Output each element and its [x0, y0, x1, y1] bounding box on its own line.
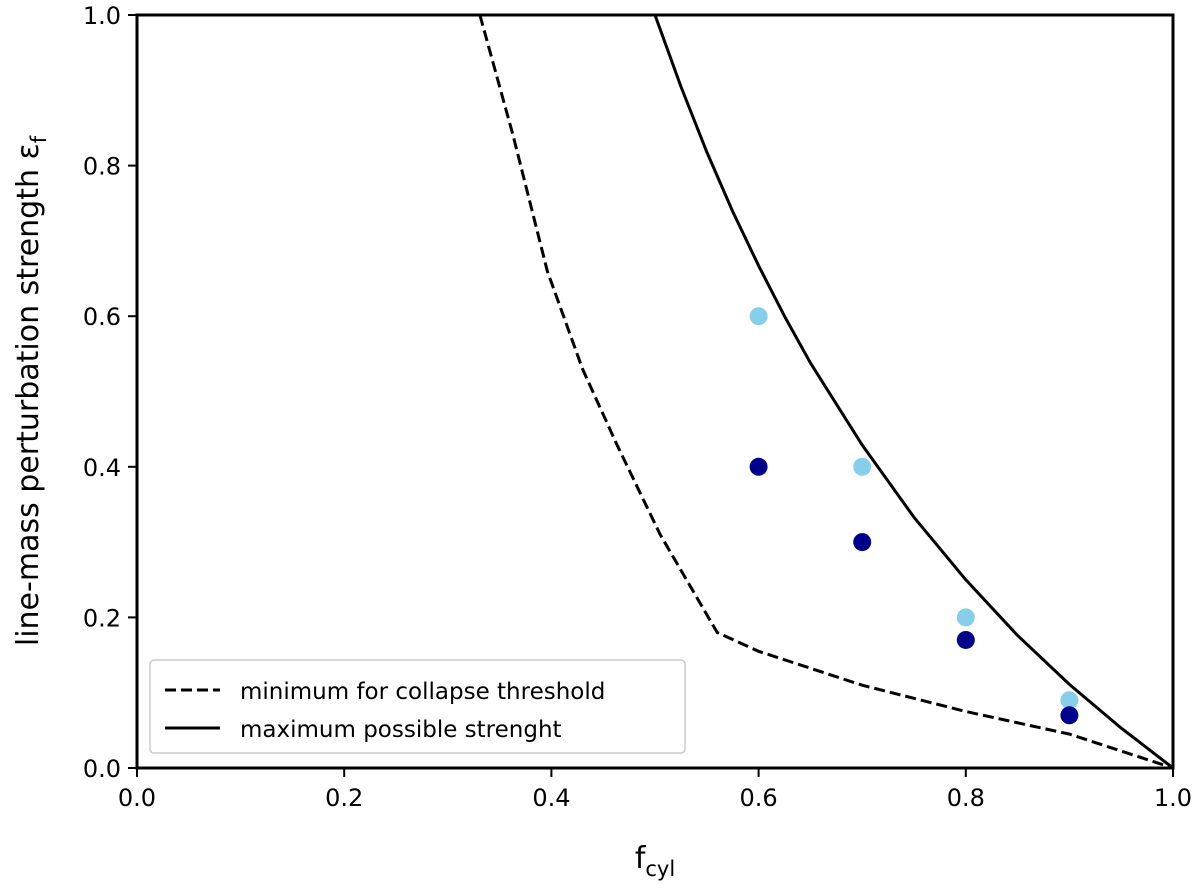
line-solid	[653, 14, 1174, 770]
plot-frame	[135, 13, 1175, 770]
x-tick-label: 0.6	[740, 784, 778, 812]
x-tick-label: 0.2	[325, 784, 363, 812]
y-tick-label: 0.4	[83, 454, 121, 482]
data-point-series-0	[956, 608, 975, 627]
y-axis-label-subscript: f	[27, 135, 51, 143]
x-tick-label: 1.0	[1154, 784, 1192, 812]
legend: minimum for collapse threshold maximum p…	[149, 659, 686, 754]
x-tick-label: 0.4	[532, 784, 570, 812]
line-dashed	[478, 14, 1174, 770]
plot-marks	[478, 14, 1174, 770]
legend-label-maximum: maximum possible strenght	[240, 717, 562, 743]
data-point-series-0	[853, 457, 872, 476]
y-tick-label: 0.8	[83, 153, 121, 181]
x-axis-label-subscript: cyl	[645, 857, 675, 881]
axis-ticks: 0.0 0.2 0.4 0.6 0.8 1.0 0.0 0.2 0.4 0.6 0.8 1.0	[83, 2, 1192, 812]
data-point-series-1	[749, 457, 768, 476]
y-tick-label: 0.0	[83, 755, 121, 783]
legend-box	[149, 659, 686, 754]
x-tick-label: 0.0	[118, 784, 156, 812]
data-point-series-1	[956, 630, 975, 649]
data-point-series-1	[853, 533, 872, 552]
y-tick-label: 0.2	[83, 604, 121, 632]
legend-label-minimum: minimum for collapse threshold	[240, 679, 605, 705]
y-tick-label: 0.6	[83, 303, 121, 331]
x-axis-label: fcyl	[635, 841, 675, 881]
y-tick-label: 1.0	[83, 2, 121, 30]
data-point-series-1	[1060, 706, 1079, 725]
y-axis-label: line-mass perturbation strength εf	[11, 135, 51, 646]
x-tick-label: 0.8	[947, 784, 985, 812]
data-point-series-0	[749, 307, 768, 326]
data-point-series-0	[1060, 691, 1079, 710]
